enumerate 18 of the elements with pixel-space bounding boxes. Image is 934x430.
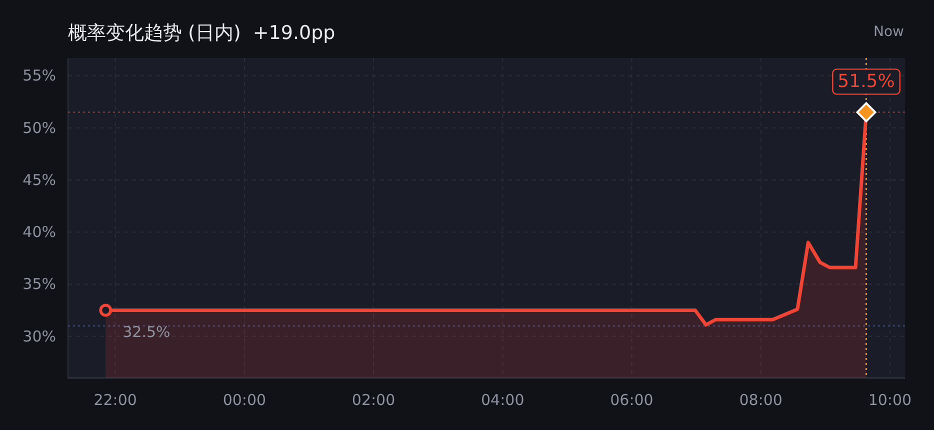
x-tick-label: 00:00: [222, 391, 266, 409]
x-tick-label: 10:00: [868, 391, 912, 409]
y-tick-label: 40%: [22, 223, 56, 242]
chart-subtitle: +19.0pp: [252, 22, 336, 44]
y-tick-label: 35%: [22, 275, 56, 294]
text: Now: [874, 24, 904, 40]
y-tick-label: 55%: [22, 66, 56, 85]
y-tick-label: 30%: [22, 327, 56, 346]
x-tick-label: 22:00: [94, 391, 137, 409]
x-tick-label: 06:00: [610, 391, 654, 409]
chart-title: 概率变化趋势 (日内): [68, 22, 241, 44]
x-tick-label: 08:00: [739, 391, 782, 409]
y-tick-label: 50%: [22, 118, 56, 137]
annotation: 32.5%: [122, 323, 170, 342]
y-tick-label: 45%: [22, 170, 56, 189]
x-tick-label: 04:00: [481, 391, 524, 409]
annotation: 51.5%: [838, 71, 895, 92]
x-tick-label: 02:00: [352, 391, 396, 409]
